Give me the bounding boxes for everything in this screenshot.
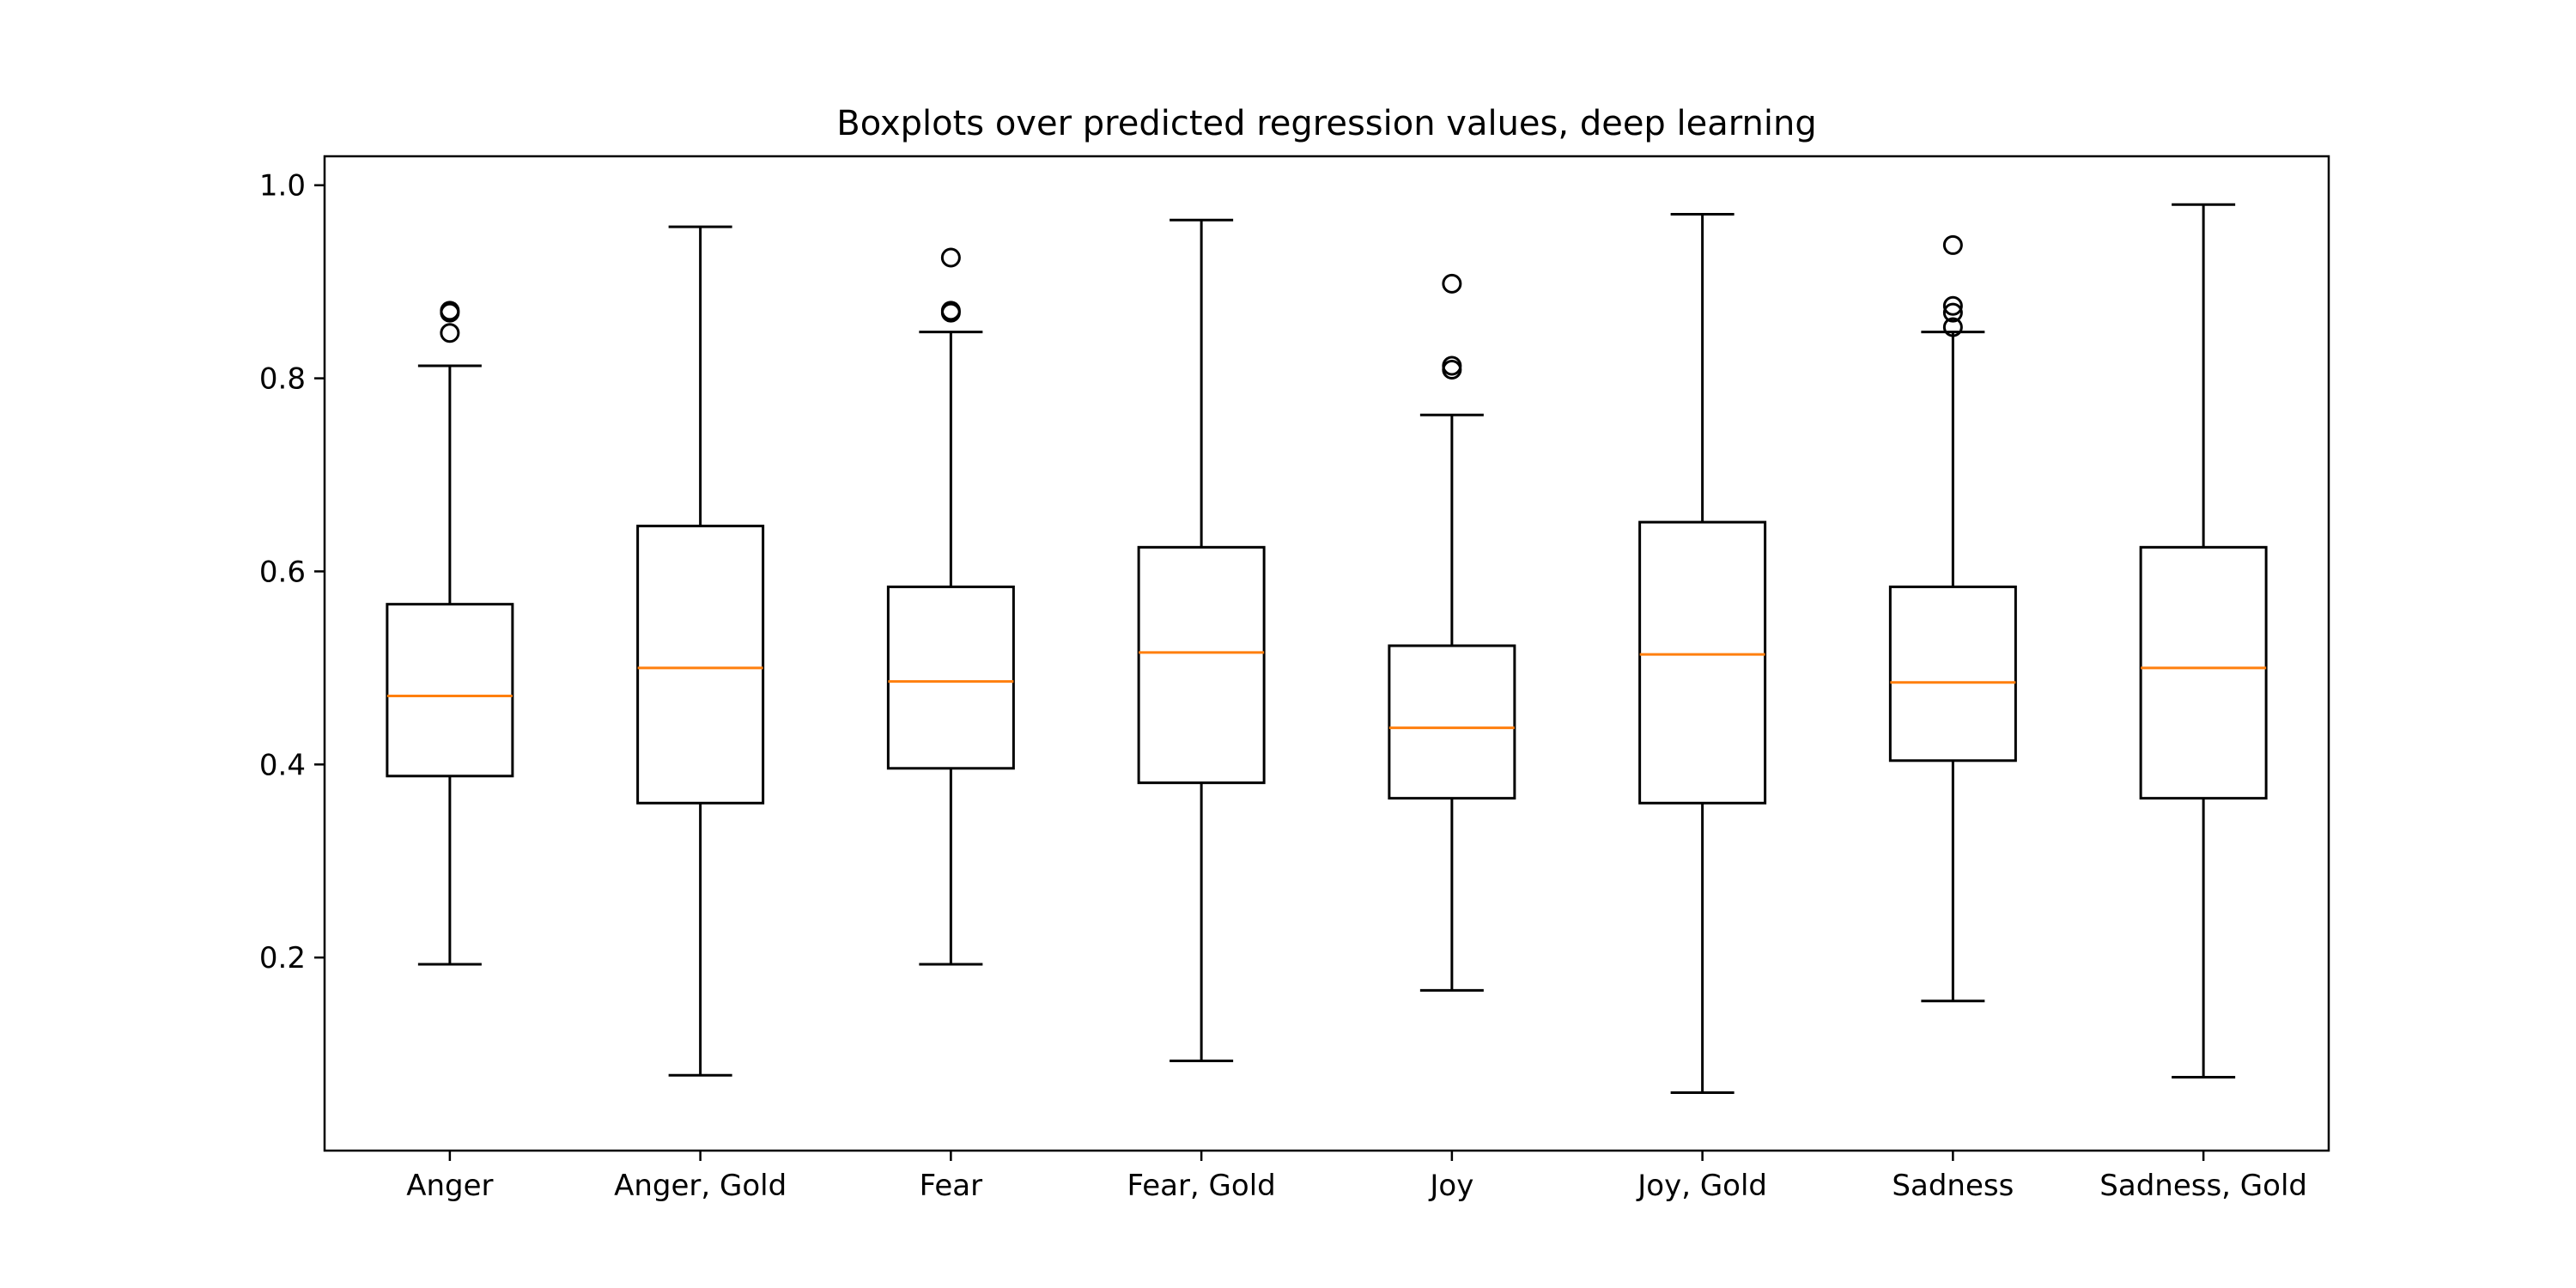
box-iqr bbox=[1137, 545, 1266, 785]
x-tick-label: Joy bbox=[1428, 1169, 1473, 1203]
box-iqr bbox=[1388, 644, 1516, 800]
box-iqr bbox=[636, 525, 765, 805]
outlier-point bbox=[1942, 317, 1963, 337]
x-tick-label: Anger, Gold bbox=[614, 1169, 787, 1203]
box-iqr bbox=[2139, 545, 2268, 800]
x-tick-label: Anger bbox=[406, 1169, 493, 1203]
plot-frame bbox=[323, 155, 2330, 1152]
outlier-point bbox=[1942, 234, 1963, 255]
y-tick-label: 1.0 bbox=[259, 169, 306, 204]
box-iqr bbox=[1638, 520, 1767, 805]
outlier-point bbox=[440, 301, 460, 321]
outlier-point bbox=[440, 323, 460, 343]
y-tick-label: 0.4 bbox=[259, 748, 306, 782]
chart-title: Boxplots over predicted regression value… bbox=[836, 104, 1816, 143]
outlier-point bbox=[940, 301, 961, 321]
y-tick-label: 0.8 bbox=[259, 362, 306, 397]
outlier-point bbox=[1942, 295, 1963, 316]
outlier-point bbox=[1442, 273, 1462, 294]
x-tick-label: Sadness, Gold bbox=[2099, 1169, 2307, 1203]
x-tick-label: Fear bbox=[920, 1169, 982, 1203]
outlier-point bbox=[1442, 355, 1462, 376]
x-tick-label: Fear, Gold bbox=[1127, 1169, 1276, 1203]
box-iqr bbox=[386, 603, 514, 778]
outlier-point bbox=[940, 247, 961, 268]
x-tick-label: Sadness bbox=[1892, 1169, 2014, 1203]
x-tick-label: Joy, Gold bbox=[1636, 1169, 1767, 1203]
y-tick-label: 0.6 bbox=[259, 555, 306, 589]
box-iqr bbox=[1888, 585, 2017, 762]
box-iqr bbox=[886, 585, 1015, 770]
plot-area: 0.2 0.4 0.6 0.8 1.0 Anger Anger, Gold Fear Fear,… bbox=[259, 155, 2330, 1203]
outlier-point bbox=[1942, 302, 1963, 323]
y-tick-label: 0.2 bbox=[259, 941, 306, 975]
